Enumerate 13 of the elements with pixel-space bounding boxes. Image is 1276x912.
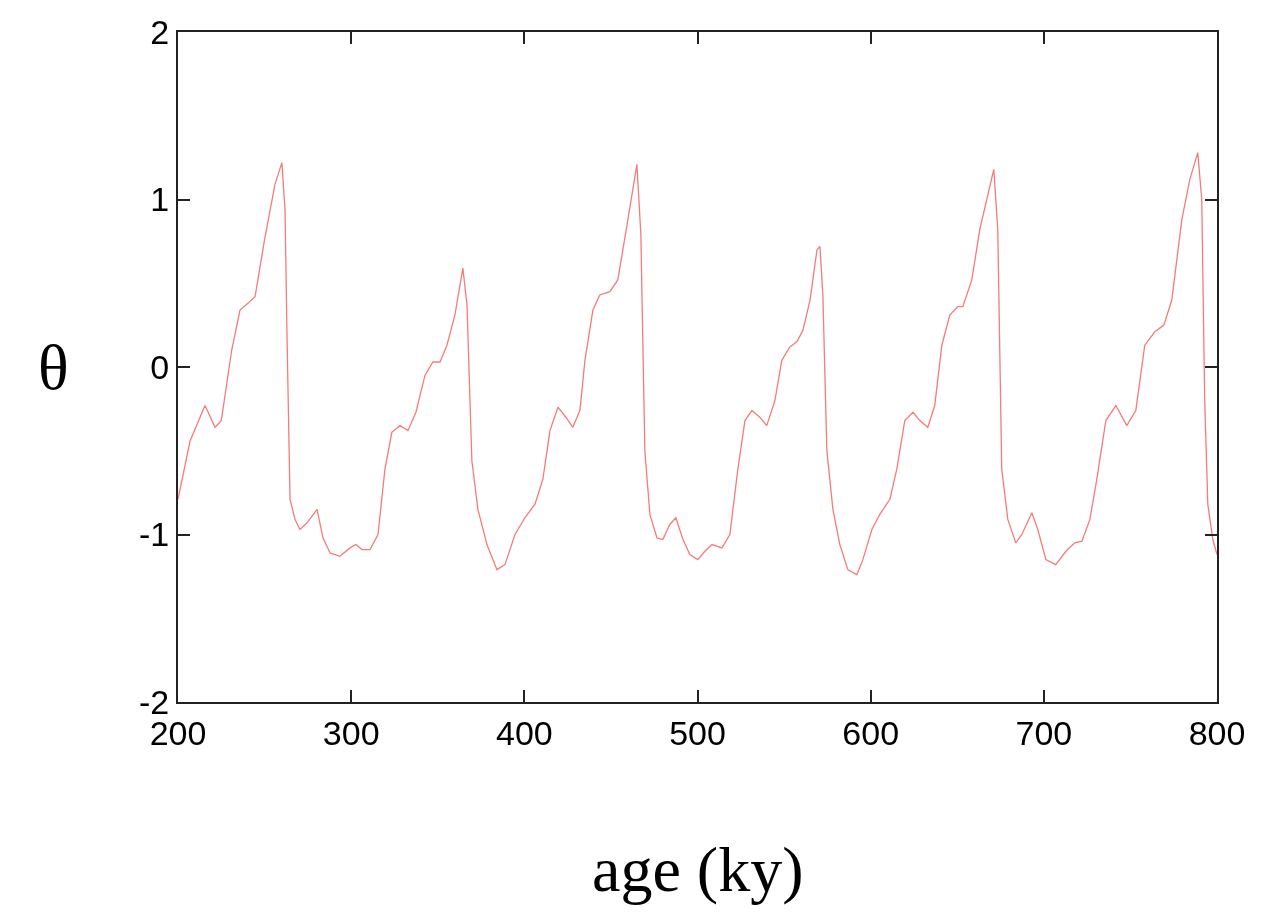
x-tick-label: 500 <box>669 713 726 752</box>
y-axis-title: θ <box>38 332 69 403</box>
x-tick-label: 400 <box>495 713 553 752</box>
line-series <box>178 151 1217 576</box>
x-axis-title: age (ky) <box>592 834 804 905</box>
x-tick-label: 600 <box>842 713 900 752</box>
x-tick-label: 800 <box>1188 713 1246 752</box>
x-tick-label: 700 <box>1015 713 1073 752</box>
x-tick-label: 300 <box>322 713 380 752</box>
y-tick-label: 1 <box>150 180 170 219</box>
y-tick-label: -1 <box>138 515 170 554</box>
y-tick-label: 0 <box>150 347 170 386</box>
y-tick-label: 2 <box>150 12 170 51</box>
